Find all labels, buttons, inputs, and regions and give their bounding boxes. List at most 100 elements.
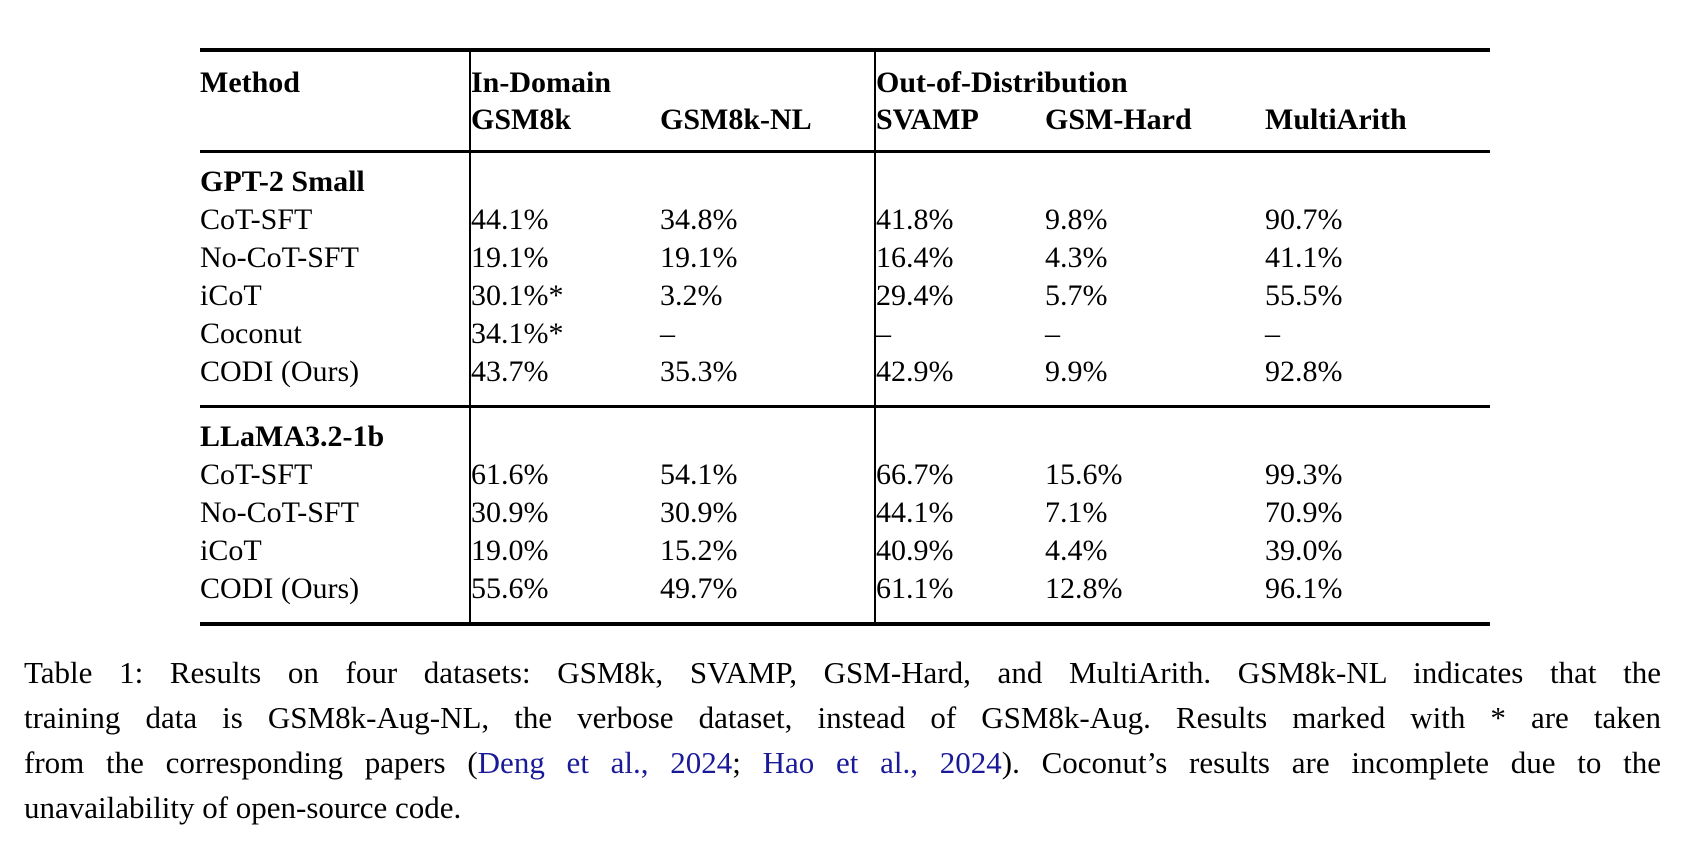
empty-cell [1045,407,1265,457]
col-group-in-domain: In-Domain [470,50,876,101]
value-cell: 66.7% [876,458,954,491]
caption-line: unavailability of open-source code. [24,785,1661,830]
value-cell: – [1265,317,1280,350]
table-row: No-CoT-SFT 30.9% 30.9% 44.1% 7.1% 70.9% [200,494,1490,532]
value-cell: 4.4% [1045,534,1108,567]
method-cell: Coconut [200,315,471,353]
value-cell: 19.1% [471,241,549,274]
col-header-svamp: SVAMP [876,103,979,136]
value-cell: 15.6% [1045,458,1123,491]
value-cell: 41.1% [1265,241,1343,274]
col-header-gsm8k: GSM8k [471,103,572,136]
caption-text: ; [732,745,763,780]
col-header-method: Method [200,50,471,152]
col-header-multiarith: MultiArith [1265,103,1407,136]
table-caption: Table 1: Results on four datasets: GSM8k… [24,650,1661,830]
header-group-row: Method In-Domain Out-of-Distribution [200,50,1490,152]
caption-text: Table 1: Results on four datasets: GSM8k… [24,655,1661,690]
value-cell: 30.1%* [471,279,564,312]
method-cell: iCoT [200,277,471,315]
value-cell: 92.8% [1265,355,1343,388]
table-header: Method In-Domain Out-of-Distribution GSM… [200,50,1491,152]
value-cell: 96.1% [1265,572,1343,605]
value-cell: 44.1% [471,203,549,236]
value-cell: – [876,317,891,350]
value-cell: 55.5% [1265,279,1343,312]
section-llama32-1b: LLaMA3.2-1b CoT-SFT 61.6% 54.1% 66.7% 15… [200,406,1491,624]
value-cell: 61.1% [876,572,954,605]
method-cell: No-CoT-SFT [200,494,471,532]
citation-link-hao-2024[interactable]: Hao et al., 2024 [762,745,1002,780]
empty-cell [660,406,876,456]
value-cell: 30.9% [660,494,876,532]
value-cell: 9.9% [1045,355,1108,388]
caption-line: training data is GSM8k-Aug-NL, the verbo… [24,695,1661,740]
value-cell: 44.1% [876,496,954,529]
value-cell: 42.9% [876,355,954,388]
caption-text: from the corresponding papers ( [24,745,478,780]
empty-cell [1265,152,1490,202]
value-cell: 29.4% [876,279,954,312]
col-header-gsm-hard: GSM-Hard [1045,103,1192,136]
value-cell: 54.1% [660,456,876,494]
caption-line: from the corresponding papers (Deng et a… [24,740,1661,785]
value-cell: 41.8% [876,203,954,236]
value-cell: – [660,315,876,353]
col-header-gsm8k-nl: GSM8k-NL [660,101,876,152]
value-cell: 55.6% [471,572,549,605]
value-cell: 99.3% [1265,458,1343,491]
results-table: Method In-Domain Out-of-Distribution GSM… [200,48,1491,626]
table-row: iCoT 30.1%* 3.2% 29.4% 5.7% 55.5% [200,277,1490,315]
value-cell: 9.8% [1045,203,1108,236]
section-title: LLaMA3.2-1b [200,406,471,456]
value-cell: 70.9% [1265,496,1343,529]
caption-text: training data is GSM8k-Aug-NL, the verbo… [24,700,1661,735]
value-cell: 35.3% [660,353,876,407]
empty-cell [875,407,1045,457]
col-group-out-of-distribution: Out-of-Distribution [876,66,1128,99]
table-row: iCoT 19.0% 15.2% 40.9% 4.4% 39.0% [200,532,1490,570]
empty-cell [470,152,660,202]
caption-text: ). Coconut’s results are incomplete due … [1001,745,1662,780]
method-cell: CoT-SFT [200,456,471,494]
value-cell: 61.6% [471,458,549,491]
table-row: CODI (Ours) 55.6% 49.7% 61.1% 12.8% 96.1… [200,570,1490,624]
method-cell: iCoT [200,532,471,570]
section-title-row: LLaMA3.2-1b [200,406,1490,457]
value-cell: 5.7% [1045,279,1108,312]
value-cell: 49.7% [660,570,876,624]
value-cell: 30.9% [471,496,549,529]
value-cell: 15.2% [660,532,876,570]
value-cell: 12.8% [1045,572,1123,605]
section-gpt2-small: GPT-2 Small CoT-SFT 44.1% 34.8% 41.8% 9.… [200,151,1490,407]
method-cell: CODI (Ours) [200,570,471,624]
empty-cell [660,151,876,201]
value-cell: – [1045,317,1060,350]
header-columns-row: GSM8k GSM8k-NL SVAMP GSM-Hard MultiArith [200,101,1490,152]
caption-line: Table 1: Results on four datasets: GSM8k… [24,650,1661,695]
value-cell: 90.7% [1265,203,1343,236]
table-row: CoT-SFT 44.1% 34.8% 41.8% 9.8% 90.7% [200,201,1490,239]
value-cell: 19.1% [660,239,876,277]
table-row: CoT-SFT 61.6% 54.1% 66.7% 15.6% 99.3% [200,456,1490,494]
empty-cell [1265,407,1490,457]
value-cell: 4.3% [1045,241,1108,274]
method-cell: CoT-SFT [200,201,471,239]
method-cell: CODI (Ours) [200,353,471,407]
method-cell: No-CoT-SFT [200,239,471,277]
empty-cell [875,152,1045,202]
citation-link-deng-2024[interactable]: Deng et al., 2024 [477,745,733,780]
value-cell: 43.7% [471,355,549,388]
value-cell: 34.1%* [471,317,564,350]
value-cell: 16.4% [876,241,954,274]
section-title: GPT-2 Small [200,151,471,201]
caption-text: unavailability of open-source code. [24,790,462,825]
value-cell: 34.8% [660,201,876,239]
value-cell: 19.0% [471,534,549,567]
value-cell: 40.9% [876,534,954,567]
empty-cell [1045,152,1265,202]
value-cell: 39.0% [1265,534,1343,567]
value-cell: 3.2% [660,277,876,315]
table-row: Coconut 34.1%* – – – – [200,315,1490,353]
